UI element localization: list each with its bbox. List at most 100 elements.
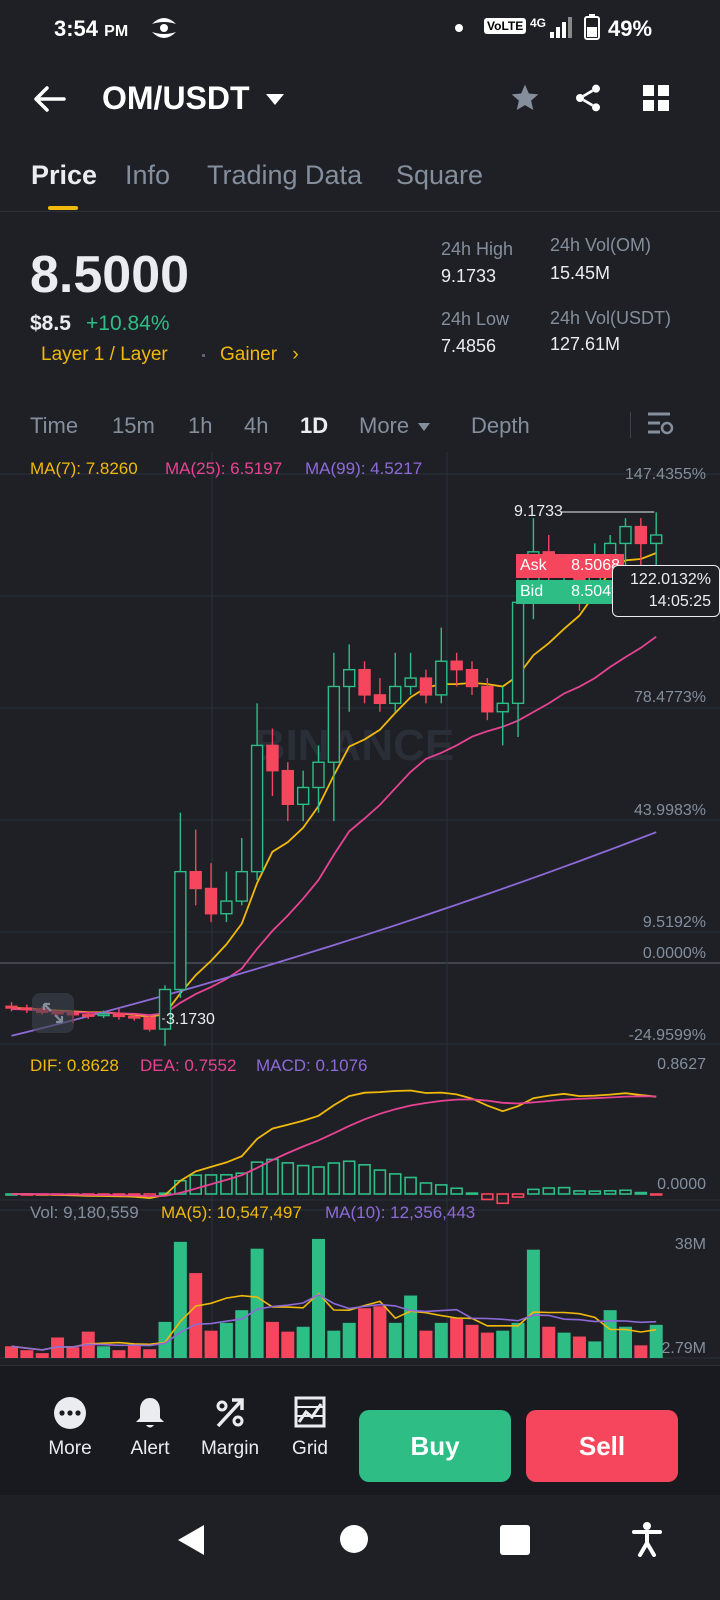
axis-pct-0: 147.4355% (625, 466, 706, 483)
macd-bar (511, 1193, 525, 1198)
ask-badge: Ask 8.5068 (516, 554, 624, 578)
ma7-label: MA(7): 7.8260 (30, 459, 138, 478)
system-nav-bar (0, 1495, 720, 1600)
pair-selector[interactable]: OM/USDT (102, 80, 286, 117)
dif-line (11, 1089, 657, 1200)
volume-bar (327, 1330, 341, 1358)
tf-1h[interactable]: 1h (188, 413, 213, 438)
favorite-star-icon[interactable] (508, 82, 542, 119)
high-value: 9.1733 (441, 266, 497, 286)
candle-down (128, 1015, 141, 1019)
volume-bar (143, 1349, 157, 1358)
candle-down (5, 1005, 18, 1009)
volume-bar (526, 1249, 540, 1358)
margin-button[interactable]: Margin (190, 1396, 270, 1460)
candle-down (281, 769, 294, 806)
macd-bar (266, 1158, 279, 1195)
tf-time[interactable]: Time (30, 413, 79, 438)
candle-up (250, 744, 264, 873)
tf-depth[interactable]: Depth (471, 413, 530, 438)
notification-icon (148, 12, 180, 49)
tab-square[interactable]: Square (396, 160, 484, 190)
active-tab-indicator (48, 206, 78, 210)
volume-bar (189, 1273, 203, 1358)
share-icon[interactable] (572, 82, 604, 119)
crosshair-pct: 122.0132% (630, 571, 711, 588)
status-time: 3:54 PM (54, 16, 129, 41)
volume-bar (450, 1317, 464, 1358)
grid-menu-icon[interactable] (642, 84, 670, 117)
candle-down (450, 660, 463, 671)
high-label: 24h High (441, 239, 514, 259)
tf-15m[interactable]: 15m (112, 413, 155, 438)
volume-bar (158, 1321, 172, 1358)
candle-up (296, 786, 310, 806)
macd-bar (588, 1190, 602, 1195)
candle-up (650, 534, 663, 545)
axis-pct-5: -24.9599% (628, 1027, 706, 1044)
candle-up (327, 685, 341, 763)
ma99-line (11, 831, 657, 1037)
volume-bar (250, 1248, 264, 1358)
macd-bar (358, 1164, 371, 1195)
ask-label: Ask (520, 557, 547, 574)
volume-bar (557, 1332, 571, 1358)
sell-button[interactable]: Sell (526, 1410, 678, 1482)
volume-bar (434, 1322, 448, 1358)
candle-up (97, 1013, 110, 1017)
volume-bar (588, 1341, 602, 1358)
low-marker-label: 3.1730 (166, 1011, 215, 1028)
axis-vol-1: 2.79M (661, 1340, 706, 1357)
candle-up (389, 685, 402, 705)
nav-recents-icon[interactable] (500, 1525, 530, 1555)
accessibility-icon[interactable] (632, 1521, 662, 1562)
volume-bar (35, 1353, 49, 1358)
volume-bar (20, 1350, 34, 1358)
macd-bar (404, 1176, 417, 1195)
candle-up (619, 525, 632, 545)
expand-chart-icon[interactable] (32, 993, 74, 1033)
chart-settings-icon[interactable] (646, 410, 674, 441)
axis-pct-2: 43.9983% (633, 802, 706, 819)
candle-down (82, 1014, 95, 1017)
vma5-label: MA(5): 10,547,497 (161, 1203, 302, 1222)
macd-bar (649, 1193, 663, 1196)
nav-back-icon[interactable] (176, 1523, 206, 1562)
nav-home-icon[interactable] (340, 1525, 368, 1553)
candlestick-chart[interactable]: BINANCE (0, 452, 720, 1364)
candle-down (465, 668, 479, 688)
alert-button[interactable]: Alert (110, 1396, 190, 1460)
tab-price[interactable]: Price (31, 160, 98, 190)
dif-label: DIF: 0.8628 (30, 1056, 119, 1075)
tab-info[interactable]: Info (125, 160, 171, 190)
margin-label: Margin (200, 1438, 260, 1459)
volume-bar (388, 1322, 402, 1358)
volume-bar (358, 1308, 372, 1358)
tf-more[interactable]: More (359, 413, 431, 439)
high-marker-label: 9.1733 (514, 503, 563, 520)
buy-button[interactable]: Buy (359, 1410, 511, 1482)
chart-labels (162, 511, 655, 1020)
vol-usdt-label: 24h Vol(USDT) (550, 308, 672, 328)
grid-button[interactable]: Grid (270, 1396, 350, 1460)
volume-bar (342, 1322, 356, 1358)
candle-down (266, 744, 279, 772)
volume-bar (312, 1238, 325, 1358)
tf-4h[interactable]: 4h (244, 413, 269, 438)
candle-down (112, 1013, 126, 1018)
tab-trading-data[interactable]: Trading Data (207, 160, 363, 190)
candle-down (204, 887, 218, 915)
candle-down (419, 677, 433, 696)
back-arrow-icon[interactable] (32, 84, 66, 119)
tf-1d[interactable]: 1D (300, 413, 329, 438)
volume-bar (572, 1336, 586, 1358)
tag-dot (202, 354, 205, 357)
more-button[interactable]: More (30, 1396, 110, 1460)
tag-layer[interactable]: Layer 1 / Layer (41, 344, 168, 365)
axis-pct-3: 9.5192% (642, 914, 706, 931)
vol-ma10-line (11, 1293, 657, 1351)
tf-divider (630, 412, 631, 438)
tag-gainer[interactable]: Gainer › (220, 344, 299, 366)
macd-bar (204, 1174, 218, 1195)
candle-countdown: 14:05:25 (648, 593, 711, 610)
